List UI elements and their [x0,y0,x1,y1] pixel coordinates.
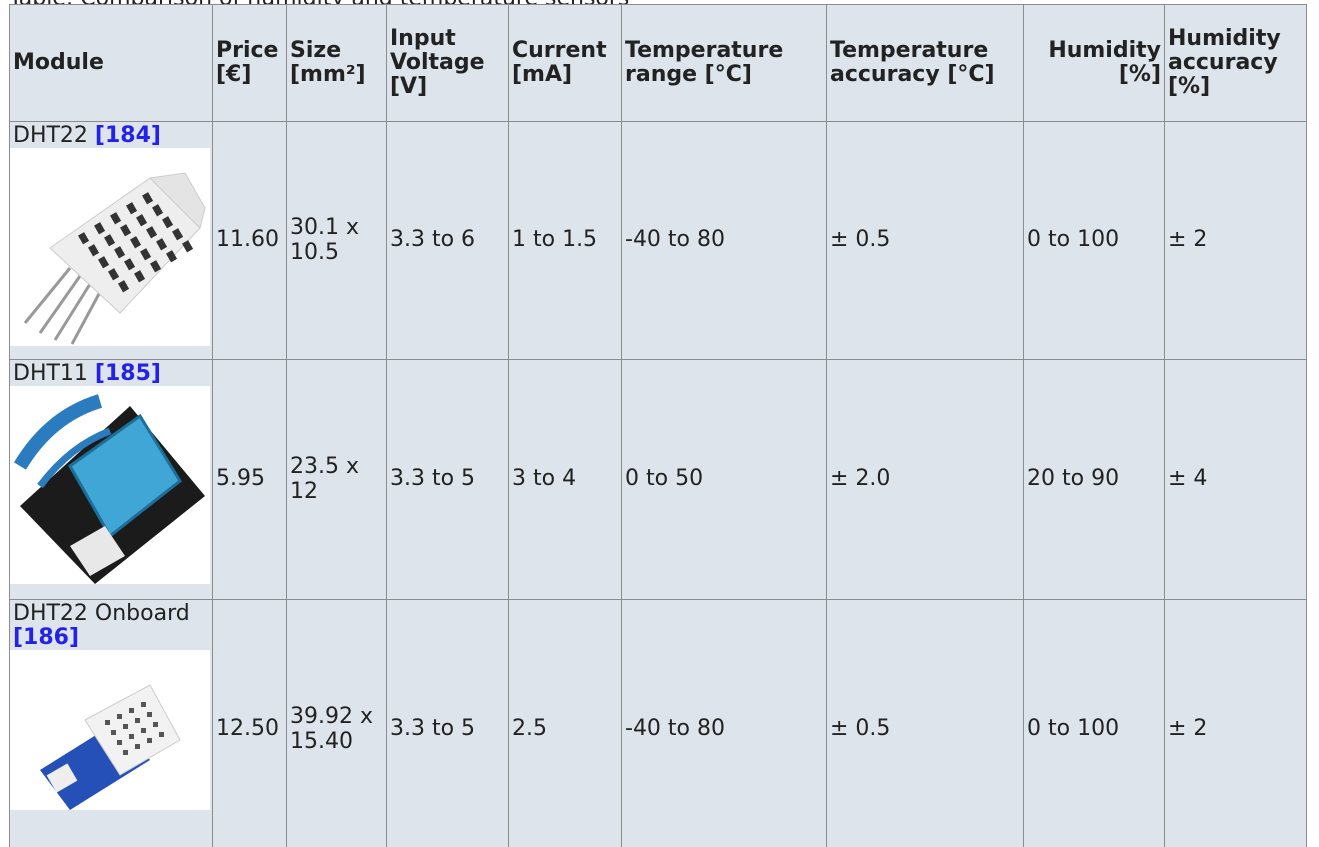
sensor-table: Module Price [€] Size [mm²] Input Voltage [… [9,4,1307,847]
sensor-photo [10,650,210,811]
header-row: Module Price [€] Size [mm²] Input Voltage [… [9,4,1307,122]
data-cell: 0 to 100 [1023,121,1165,360]
header-cell: Input Voltage [V] [386,4,509,122]
data-cell: 30.1 x 10.5 [286,121,387,360]
data-cell: 3 to 4 [508,359,622,600]
header-cell: Price [€] [212,4,287,122]
header-cell: Size [mm²] [286,4,387,122]
header-cell: Module [9,4,213,122]
data-cell: ± 4 [1164,359,1307,600]
module-image [10,386,212,585]
data-cell: ± 2.0 [826,359,1024,600]
reference-link[interactable]: [184] [94,123,161,148]
module-name: DHT22 [13,123,88,148]
data-cell: -40 to 80 [621,121,827,360]
reference-link[interactable]: [186] [13,625,80,651]
module-image [10,650,212,811]
data-cell: 39.92 x 15.40 [286,599,387,847]
header-cell: Current [mA] [508,4,622,122]
data-cell: ± 2 [1164,121,1307,360]
data-cell: 3.3 to 6 [386,121,509,360]
data-cell: 3.3 to 5 [386,599,509,847]
header-cell: Temperature accuracy [°C] [826,4,1024,122]
header-cell: Humidity [%] [1023,4,1165,122]
reference-link[interactable]: [185] [94,361,161,386]
module-label: DHT22 [184] [10,122,212,148]
data-cell: 1 to 1.5 [508,121,622,360]
module-name: DHT11 [13,361,88,386]
module-name: DHT22 Onboard [13,601,190,626]
module-image [10,148,212,347]
data-cell: 0 to 100 [1023,599,1165,847]
sensor-photo [10,148,210,347]
data-cell: 23.5 x 12 [286,359,387,600]
data-cell: ± 2 [1164,599,1307,847]
data-cell: 11.60 [212,121,287,360]
data-cell: -40 to 80 [621,599,827,847]
table-row: DHT22 Onboard [186] 12.50 39.92 x 15.40 3.3… [9,599,1307,847]
data-cell: ± 0.5 [826,121,1024,360]
data-cell: 2.5 [508,599,622,847]
data-cell: 12.50 [212,599,287,847]
data-cell: 3.3 to 5 [386,359,509,600]
header-cell: Humidity accuracy [%] [1164,4,1307,122]
module-label: DHT22 Onboard [186] [10,600,212,650]
data-cell: 5.95 [212,359,287,600]
module-cell: DHT22 [184] [9,121,213,360]
module-cell: DHT11 [185] [9,359,213,600]
module-cell: DHT22 Onboard [186] [9,599,213,847]
module-label: DHT11 [185] [10,360,212,386]
sensor-photo [10,386,210,585]
data-cell: 0 to 50 [621,359,827,600]
header-cell: Temperature range [°C] [621,4,827,122]
data-cell: ± 0.5 [826,599,1024,847]
data-cell: 20 to 90 [1023,359,1165,600]
